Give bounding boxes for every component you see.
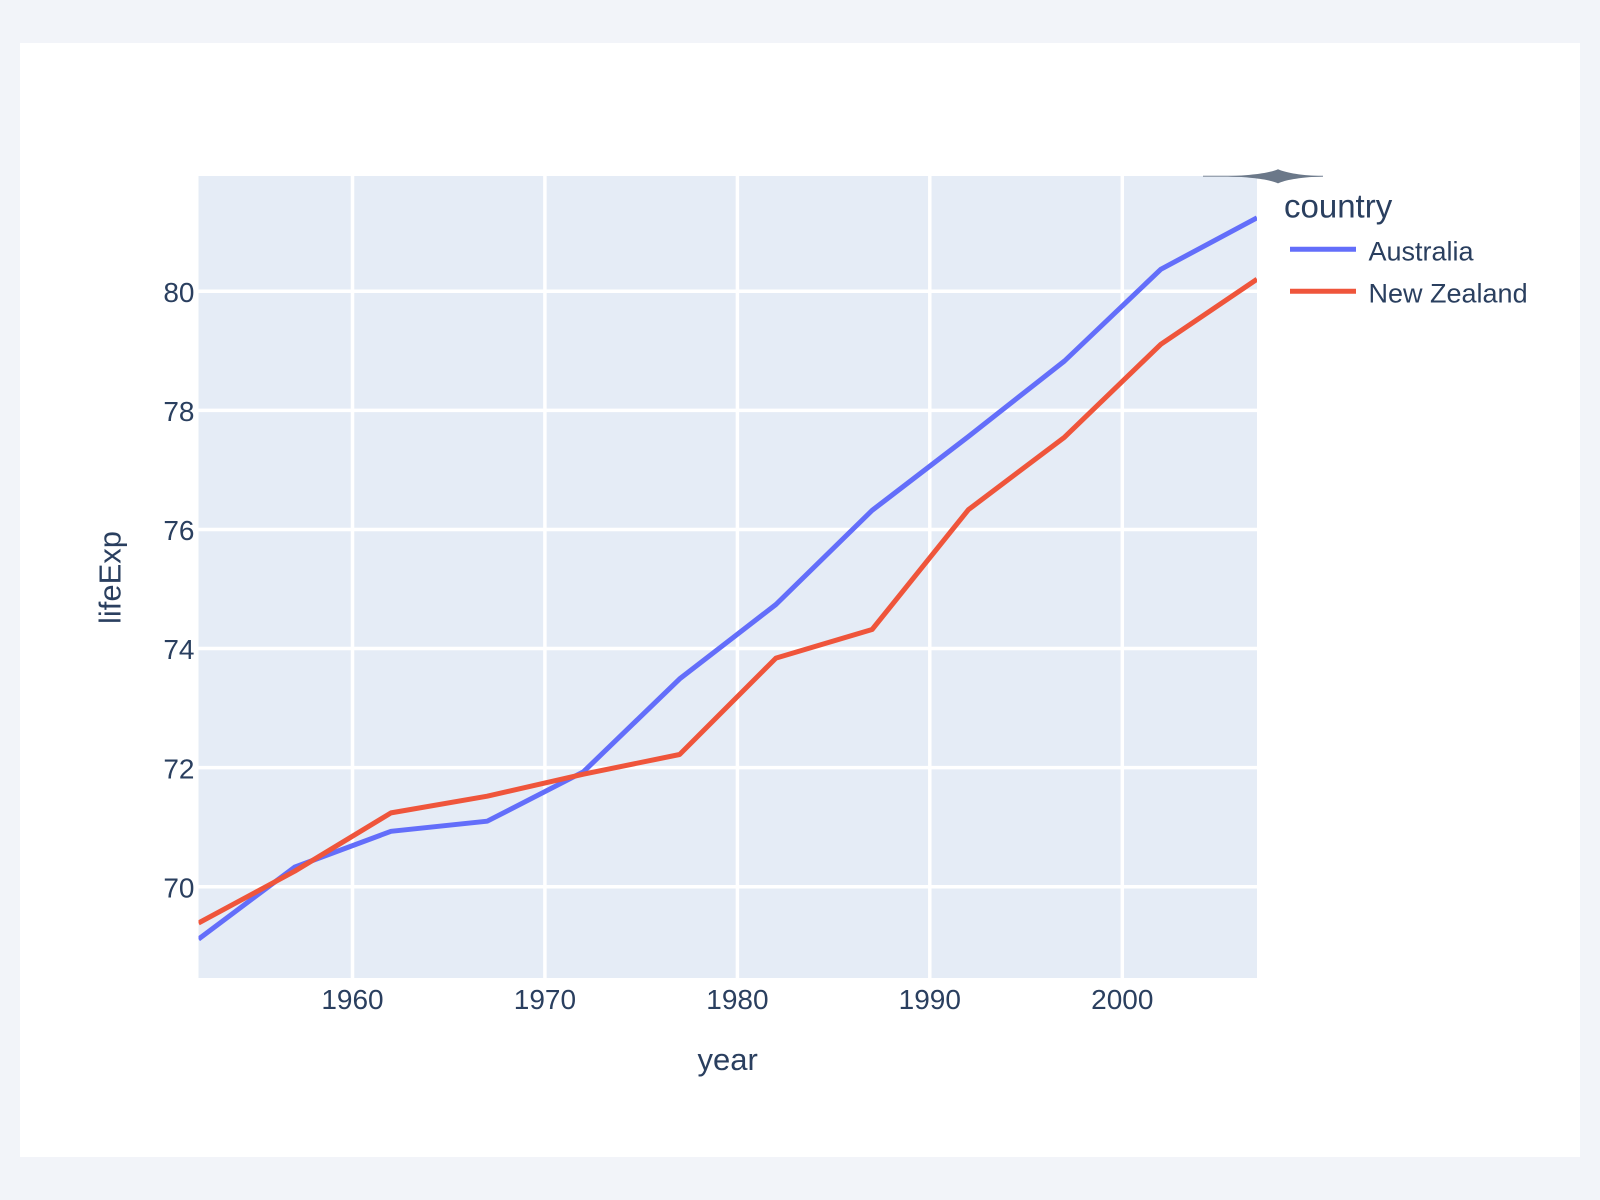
svg-text:70: 70: [163, 872, 194, 903]
svg-text:country: country: [1284, 188, 1393, 225]
svg-text:72: 72: [163, 753, 194, 784]
svg-text:1990: 1990: [899, 984, 961, 1015]
svg-text:Australia: Australia: [1369, 236, 1475, 266]
svg-text:1960: 1960: [321, 984, 383, 1015]
svg-text:1980: 1980: [706, 984, 768, 1015]
svg-text:year: year: [698, 1042, 758, 1077]
svg-text:1970: 1970: [514, 984, 576, 1015]
svg-text:New Zealand: New Zealand: [1369, 279, 1528, 309]
svg-text:lifeExp: lifeExp: [93, 531, 128, 624]
svg-text:80: 80: [163, 277, 194, 308]
svg-text:76: 76: [163, 515, 194, 546]
svg-text:78: 78: [163, 396, 194, 427]
svg-text:74: 74: [163, 634, 194, 665]
svg-text:2000: 2000: [1091, 984, 1153, 1015]
